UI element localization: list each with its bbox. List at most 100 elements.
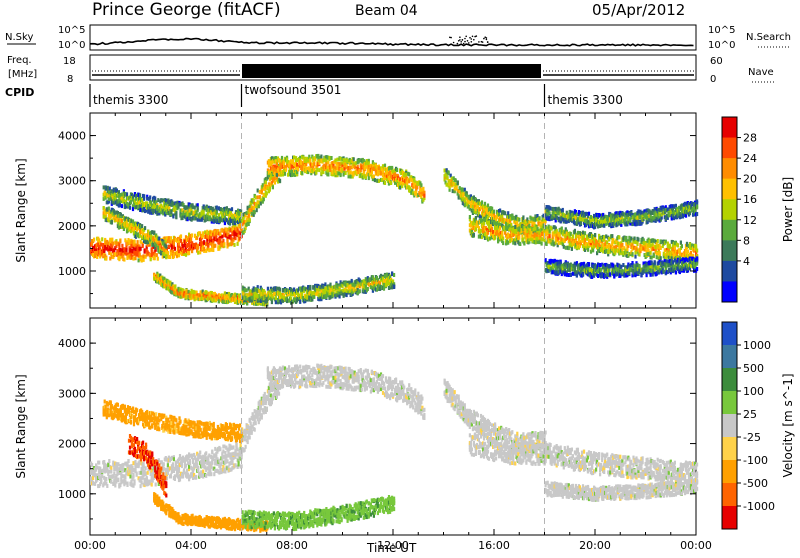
heatmap-cell	[105, 247, 107, 251]
heatmap-cell	[213, 299, 215, 303]
heatmap-cell	[390, 181, 392, 185]
heatmap-cell	[221, 235, 223, 239]
heatmap-cell	[391, 271, 393, 275]
heatmap-cell	[293, 288, 295, 292]
heatmap-cell	[320, 155, 322, 159]
heatmap-cell	[444, 169, 446, 173]
heatmap-cell	[329, 295, 331, 299]
heatmap-cell	[276, 287, 278, 291]
noise-strip-frame	[90, 25, 696, 50]
heatmap-cell	[472, 205, 474, 209]
heatmap-cell	[391, 166, 393, 170]
heatmap-cell	[346, 289, 348, 293]
heatmap-cell	[251, 212, 253, 216]
heatmap-cell	[420, 183, 422, 187]
heatmap-cell	[165, 245, 167, 249]
heatmap-cell	[133, 240, 135, 244]
nsky-curve	[90, 39, 694, 46]
heatmap-cell	[121, 204, 123, 208]
heatmap-cell	[587, 248, 589, 252]
heatmap-cell	[197, 206, 199, 210]
heatmap-cell	[622, 251, 624, 255]
heatmap-cell	[402, 182, 404, 186]
heatmap-cell	[246, 211, 248, 215]
heatmap-cell	[522, 237, 524, 241]
heatmap-cell	[448, 171, 450, 175]
heatmap-cell	[249, 218, 251, 222]
heatmap-cell	[230, 219, 232, 223]
heatmap-cell	[456, 186, 458, 190]
heatmap-cell	[109, 238, 111, 242]
nsky-tick-top: 10^5	[58, 25, 85, 36]
cpid-label: CPID	[5, 86, 34, 99]
nsearch-dot	[483, 38, 485, 40]
heatmap-cell	[368, 161, 370, 165]
heatmap-cell	[114, 252, 116, 256]
heatmap-cell	[301, 171, 303, 175]
heatmap-cell	[284, 172, 286, 176]
heatmap-cell	[274, 168, 276, 172]
heatmap-cell	[191, 233, 193, 237]
station-title: Prince George (fitACF)	[92, 0, 281, 20]
heatmap-cell	[243, 217, 245, 221]
heatmap-cell	[592, 248, 594, 252]
heatmap-cell	[149, 195, 151, 199]
heatmap-cell	[381, 178, 383, 182]
heatmap-cell	[514, 225, 516, 229]
heatmap-cell	[656, 252, 658, 256]
heatmap-cell	[108, 251, 110, 255]
nsearch-dot	[465, 36, 467, 38]
heatmap-cell	[114, 192, 116, 196]
nave-label: Nave	[748, 67, 774, 78]
heatmap-cell	[577, 231, 579, 235]
heatmap-cell	[378, 179, 380, 183]
heatmap-cell	[296, 158, 298, 162]
heatmap-cell	[218, 213, 220, 217]
heatmap-cell	[139, 252, 141, 256]
heatmap-cell	[93, 238, 95, 242]
heatmap-cell	[116, 218, 118, 222]
heatmap-cell	[499, 226, 501, 230]
heatmap-cell	[570, 232, 572, 236]
heatmap-cell	[346, 293, 348, 297]
heatmap-cell	[231, 207, 233, 211]
heatmap-cell	[225, 228, 227, 232]
heatmap-cell	[599, 240, 601, 244]
heatmap-cell	[330, 156, 332, 160]
heatmap-cell	[399, 177, 401, 181]
heatmap-cell	[643, 241, 645, 245]
heatmap-cell	[571, 247, 573, 251]
heatmap-cell	[188, 251, 190, 255]
heatmap-cell	[621, 247, 623, 251]
heatmap-cell	[103, 185, 105, 189]
heatmap-cell	[135, 194, 137, 198]
heatmap-cell	[650, 251, 652, 255]
heatmap-cell	[125, 252, 127, 256]
heatmap-cell	[246, 288, 248, 292]
heatmap-cell	[246, 223, 248, 227]
heatmap-cell	[119, 239, 121, 243]
heatmap-cell	[165, 250, 167, 254]
heatmap-cell	[137, 245, 139, 249]
heatmap-cell	[167, 199, 169, 203]
cpid-segment-label: twofsound 3501	[245, 83, 342, 97]
heatmap-cell	[193, 290, 195, 294]
heatmap-cell	[487, 204, 489, 208]
nsearch-dot	[472, 36, 474, 38]
heatmap-cell	[112, 242, 114, 246]
heatmap-cell	[574, 229, 576, 233]
heatmap-cell	[267, 287, 269, 291]
heatmap-cell	[502, 237, 504, 241]
heatmap-cell	[563, 245, 565, 249]
heatmap-cell	[359, 289, 361, 293]
heatmap-cell	[179, 208, 181, 212]
heatmap-cell	[313, 168, 315, 172]
heatmap-cell	[210, 206, 212, 210]
heatmap-cell	[660, 256, 662, 260]
heatmap-cell	[308, 296, 310, 300]
heatmap-cell	[172, 215, 174, 219]
freq-tick-bottom: 8	[67, 74, 73, 85]
heatmap-cell	[514, 241, 516, 245]
heatmap-cell	[634, 240, 636, 244]
